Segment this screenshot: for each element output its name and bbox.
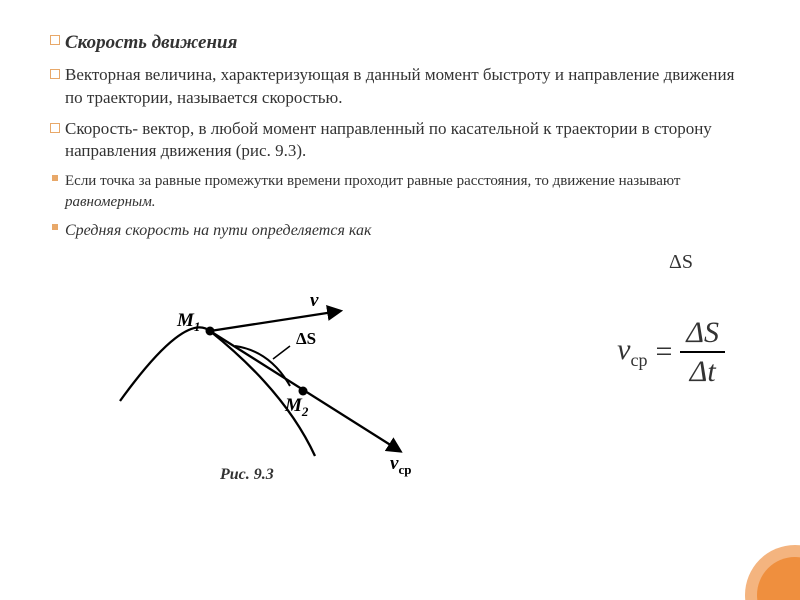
label-m2: M2 [284, 395, 309, 419]
slide-corner-decoration-icon [710, 510, 800, 600]
bullet-marker-icon [45, 224, 65, 230]
path-delta-s-label: ΔS [669, 251, 693, 274]
bullet-text: Скорость- вектор, в любой момент направл… [65, 118, 755, 164]
average-speed-formula: vср = ΔS Δt [617, 316, 725, 388]
label-delta-s: ΔS [296, 329, 316, 348]
bullet-text-main: Если точка за равные промежутки времени … [65, 173, 680, 189]
bullet-marker-icon [45, 35, 65, 45]
formula-lhs-var: v [617, 333, 630, 366]
label-v-cp: vср [390, 453, 411, 477]
bullet-item: Скорость- вектор, в любой момент направл… [45, 118, 755, 164]
bullet-marker-icon [45, 69, 65, 79]
point-m1 [206, 327, 215, 336]
bullet-text-italic-tail: равномерным. [65, 194, 156, 210]
formula-denominator: Δt [684, 355, 722, 388]
bullet-item: Векторная величина, характеризующая в да… [45, 64, 755, 110]
formula-lhs: vср [617, 333, 647, 371]
bullet-item: Если точка за равные промежутки времени … [45, 171, 755, 212]
bullet-marker-icon [45, 123, 65, 133]
label-v: v [310, 291, 319, 311]
trajectory-diagram: M1 M2 v ΔS vср [115, 291, 435, 491]
label-m1: M1 [176, 310, 200, 334]
slide-title: Скорость движения [65, 30, 755, 56]
fraction-bar [680, 351, 725, 353]
formula-numerator: ΔS [680, 316, 725, 349]
delta-s-tick [273, 346, 290, 359]
formula-fraction: ΔS Δt [680, 316, 725, 388]
bullet-item: Скорость движения [45, 30, 755, 56]
figure-area: ΔS vср = ΔS Δt [45, 251, 755, 511]
figure-caption: Рис. 9.3 [220, 466, 274, 484]
bullet-item: Средняя скорость на пути определяется ка… [45, 220, 755, 242]
bullet-text: Векторная величина, характеризующая в да… [65, 64, 755, 110]
velocity-vector [210, 311, 340, 331]
trajectory-curve [120, 328, 315, 457]
bullet-marker-icon [45, 175, 65, 181]
formula-equals: = [655, 335, 672, 369]
presentation-slide: Скорость движения Векторная величина, ха… [0, 0, 800, 600]
formula-lhs-sub: ср [630, 350, 647, 370]
bullet-text: Если точка за равные промежутки времени … [65, 171, 755, 212]
bullet-text: Средняя скорость на пути определяется ка… [65, 220, 755, 242]
